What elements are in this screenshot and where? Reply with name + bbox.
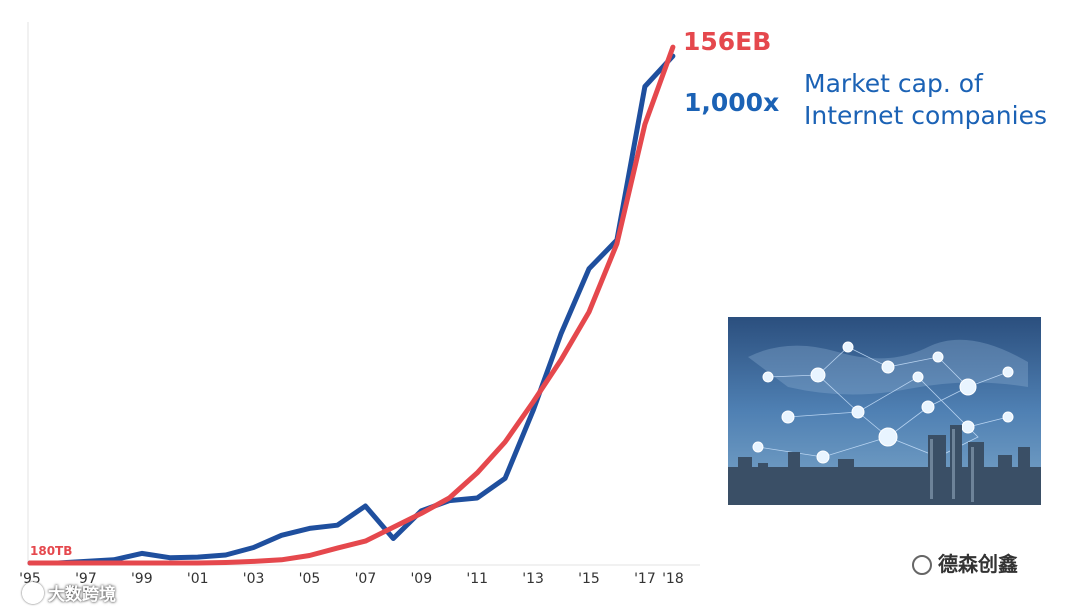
marketcap-label-line1: Market cap. of: [804, 69, 984, 98]
watermark-right: 德森创鑫: [912, 548, 1018, 577]
x-tick-labels: '95'97'99'01'03'05'07'09'11'13'15'17'18: [19, 571, 684, 587]
x-tick-label: '13: [522, 571, 544, 587]
x-tick-label: '17: [634, 571, 656, 587]
series-line-internet-traffic: [27, 44, 676, 566]
watermark-right-text: 德森创鑫: [938, 552, 1018, 576]
start-traffic-label: 180TB: [30, 544, 72, 558]
x-tick-label: '15: [578, 571, 600, 587]
watermark-left-text: 大数跨境: [48, 585, 116, 605]
x-tick-label: '97: [75, 571, 97, 587]
x-tick-label: '07: [355, 571, 377, 587]
wechat-icon: [912, 555, 932, 575]
x-tick-label: '01: [187, 571, 209, 587]
x-tick-label: '03: [243, 571, 265, 587]
series-line-market-cap: [27, 53, 676, 566]
x-tick-label: '18: [662, 571, 684, 587]
marketcap-label-line2: Internet companies: [804, 101, 1047, 130]
network-city-photo: [728, 317, 1041, 505]
x-tick-label: '99: [131, 571, 153, 587]
x-tick-label: '05: [299, 571, 321, 587]
series-layer: [27, 44, 676, 566]
end-traffic-label: 156EB: [683, 27, 771, 56]
watermark-left: 大数跨境: [22, 580, 116, 605]
x-tick-label: '09: [410, 571, 432, 587]
x-tick-label: '11: [466, 571, 488, 587]
watermark-logo-icon: [22, 582, 44, 604]
growth-label: 1,000x: [684, 88, 779, 117]
